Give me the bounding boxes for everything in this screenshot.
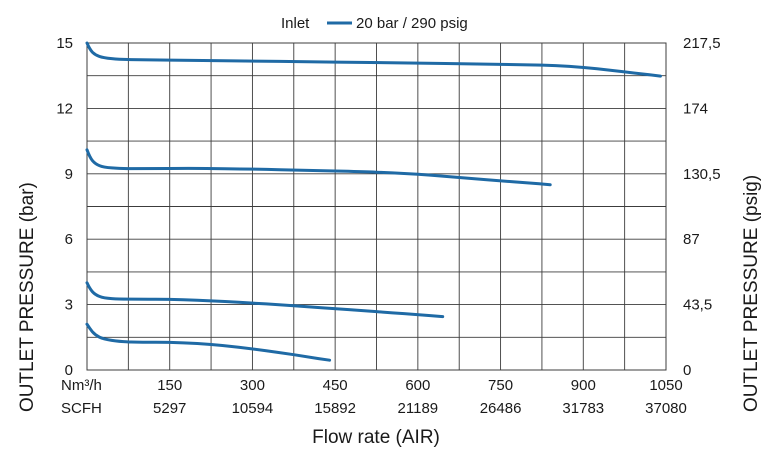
y-tick-label-right: 174: [683, 100, 708, 117]
y-tick-label-left: 0: [65, 362, 73, 379]
plot-frame: [86, 42, 667, 371]
x-tick-label: 300: [240, 377, 265, 394]
x-axis: Nm³/h 150 300 450 600 750 900 1050 SCFH 5297 10594…: [61, 377, 687, 417]
legend: Inlet 20 bar / 290 psig: [281, 15, 468, 32]
y-tick-label-left: 9: [65, 166, 73, 183]
x-tick-label: 750: [488, 377, 513, 394]
x-tick-label: 26486: [480, 400, 522, 417]
series-line-4: [85, 322, 332, 362]
x-tick-label: 1050: [649, 377, 682, 394]
series-line-2: [85, 148, 552, 187]
x-axis-title: Flow rate (AIR): [312, 427, 440, 448]
y-axis-left-title: OUTLET PRESSURE (bar): [17, 182, 38, 412]
x-tick-label: 10594: [232, 400, 274, 417]
x-tick-label: 900: [571, 377, 596, 394]
y-axis-right: 0 43,5 87 130,5 174 217,5: [683, 35, 721, 379]
y-tick-label-left: 15: [56, 35, 73, 52]
series-line-3: [85, 281, 445, 319]
x-tick-label: 21189: [398, 400, 439, 417]
y-tick-label-right: 0: [683, 362, 691, 379]
y-tick-label-right: 87: [683, 231, 700, 248]
x-tick-label: 5297: [153, 400, 186, 417]
x-tick-label: 31783: [562, 400, 604, 417]
x-tick-label: 600: [405, 377, 430, 394]
x-tick-label: 37080: [645, 400, 687, 417]
y-tick-label-left: 6: [65, 231, 73, 248]
x-tick-label: 150: [157, 377, 182, 394]
y-tick-label-right: 217,5: [683, 35, 721, 52]
y-tick-label-right: 130,5: [683, 166, 721, 183]
x-row-unit-label: Nm³/h: [61, 377, 102, 394]
x-tick-label: 15892: [314, 400, 356, 417]
series-line-1: [85, 41, 662, 78]
grid: [87, 43, 666, 370]
x-tick-label: 450: [323, 377, 348, 394]
series-layer: [85, 41, 662, 362]
y-tick-label-left: 12: [56, 100, 73, 117]
x-row-unit-label: SCFH: [61, 400, 102, 417]
y-tick-label-right: 43,5: [683, 297, 712, 314]
y-axis-right-title: OUTLET PRESSURE (psig): [741, 175, 761, 412]
y-tick-label-left: 3: [65, 297, 73, 314]
legend-title: Inlet: [281, 15, 310, 32]
legend-entry: 20 bar / 290 psig: [356, 15, 468, 32]
y-axis-left: 0 3 6 9 12 15: [56, 35, 73, 379]
